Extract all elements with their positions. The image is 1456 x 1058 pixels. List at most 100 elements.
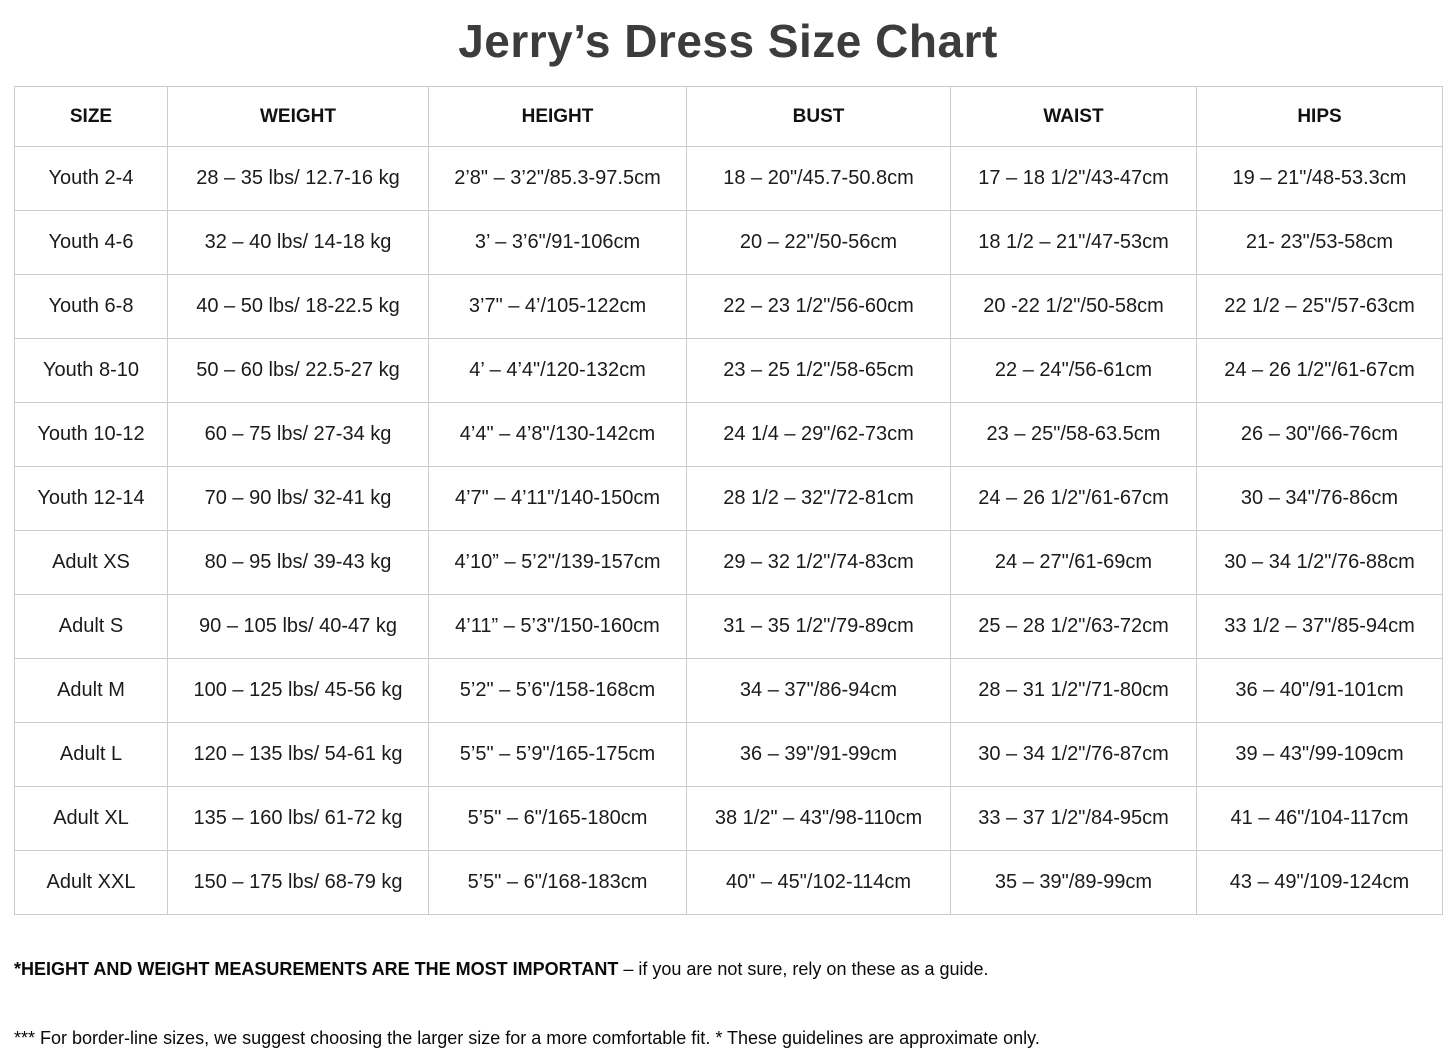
- cell-size: Youth 12-14: [14, 466, 168, 531]
- note-height-weight-rest: – if you are not sure, rely on these as …: [618, 959, 989, 979]
- cell-bust: 22 – 23 1/2"/56-60cm: [686, 274, 951, 339]
- cell-waist: 28 – 31 1/2"/71-80cm: [950, 658, 1197, 723]
- cell-size: Youth 4-6: [14, 210, 168, 275]
- cell-height: 3’7" – 4’/105-122cm: [428, 274, 687, 339]
- cell-bust: 38 1/2" – 43"/98-110cm: [686, 786, 951, 851]
- cell-weight: 70 – 90 lbs/ 32-41 kg: [167, 466, 429, 531]
- cell-weight: 120 – 135 lbs/ 54-61 kg: [167, 722, 429, 787]
- cell-hips: 30 – 34 1/2"/76-88cm: [1196, 530, 1443, 595]
- table-row: Adult M 100 – 125 lbs/ 45-56 kg 5’2" – 5’6…: [14, 658, 1443, 723]
- cell-hips: 19 – 21"/48-53.3cm: [1196, 146, 1443, 211]
- cell-hips: 26 – 30"/66-76cm: [1196, 402, 1443, 467]
- table-row: Adult S 90 – 105 lbs/ 40-47 kg 4’11” – 5’3…: [14, 594, 1443, 659]
- cell-size: Youth 2-4: [14, 146, 168, 211]
- cell-waist: 20 -22 1/2"/50-58cm: [950, 274, 1197, 339]
- cell-height: 5’2" – 5’6"/158-168cm: [428, 658, 687, 723]
- table-row: Youth 2-4 28 – 35 lbs/ 12.7-16 kg 2’8" – 3…: [14, 146, 1443, 211]
- cell-hips: 33 1/2 – 37"/85-94cm: [1196, 594, 1443, 659]
- cell-bust: 29 – 32 1/2"/74-83cm: [686, 530, 951, 595]
- cell-size: Youth 8-10: [14, 338, 168, 403]
- cell-hips: 39 – 43"/99-109cm: [1196, 722, 1443, 787]
- cell-bust: 34 – 37"/86-94cm: [686, 658, 951, 723]
- note-height-weight-bold: *HEIGHT AND WEIGHT MEASUREMENTS ARE THE …: [14, 959, 619, 979]
- cell-size: Adult XXL: [14, 850, 168, 915]
- cell-waist: 23 – 25"/58-63.5cm: [950, 402, 1197, 467]
- cell-height: 5’5" – 6"/168-183cm: [428, 850, 687, 915]
- cell-weight: 80 – 95 lbs/ 39-43 kg: [167, 530, 429, 595]
- cell-size: Adult S: [14, 594, 168, 659]
- cell-weight: 40 – 50 lbs/ 18-22.5 kg: [167, 274, 429, 339]
- cell-height: 2’8" – 3’2"/85.3-97.5cm: [428, 146, 687, 211]
- cell-height: 4’ – 4’4"/120-132cm: [428, 338, 687, 403]
- cell-size: Adult XS: [14, 530, 168, 595]
- cell-weight: 135 – 160 lbs/ 61-72 kg: [167, 786, 429, 851]
- cell-bust: 18 – 20"/45.7-50.8cm: [686, 146, 951, 211]
- column-header-bust: BUST: [686, 86, 951, 147]
- header-row: SIZE WEIGHT HEIGHT BUST WAIST HIPS: [14, 86, 1443, 147]
- cell-height: 4’7" – 4’11"/140-150cm: [428, 466, 687, 531]
- cell-weight: 100 – 125 lbs/ 45-56 kg: [167, 658, 429, 723]
- cell-waist: 33 – 37 1/2"/84-95cm: [950, 786, 1197, 851]
- note-height-weight: *HEIGHT AND WEIGHT MEASUREMENTS ARE THE …: [14, 959, 1442, 980]
- cell-weight: 32 – 40 lbs/ 14-18 kg: [167, 210, 429, 275]
- cell-bust: 36 – 39"/91-99cm: [686, 722, 951, 787]
- page-title: Jerry’s Dress Size Chart: [458, 15, 998, 67]
- cell-height: 4’10” – 5’2"/139-157cm: [428, 530, 687, 595]
- cell-waist: 30 – 34 1/2"/76-87cm: [950, 722, 1197, 787]
- table-row: Adult L 120 – 135 lbs/ 54-61 kg 5’5" – 5’9…: [14, 722, 1443, 787]
- cell-size: Adult M: [14, 658, 168, 723]
- cell-height: 5’5" – 5’9"/165-175cm: [428, 722, 687, 787]
- cell-waist: 18 1/2 – 21"/47-53cm: [950, 210, 1197, 275]
- table-body: Youth 2-4 28 – 35 lbs/ 12.7-16 kg 2’8" – 3…: [14, 146, 1443, 915]
- table-row: Adult XXL 150 – 175 lbs/ 68-79 kg 5’5" – 6…: [14, 850, 1443, 915]
- cell-bust: 40" – 45"/102-114cm: [686, 850, 951, 915]
- cell-waist: 35 – 39"/89-99cm: [950, 850, 1197, 915]
- cell-waist: 22 – 24"/56-61cm: [950, 338, 1197, 403]
- cell-waist: 25 – 28 1/2"/63-72cm: [950, 594, 1197, 659]
- column-header-hips: HIPS: [1196, 86, 1443, 147]
- cell-size: Youth 6-8: [14, 274, 168, 339]
- column-header-size: SIZE: [14, 86, 168, 147]
- cell-waist: 24 – 26 1/2"/61-67cm: [950, 466, 1197, 531]
- cell-height: 5’5" – 6"/165-180cm: [428, 786, 687, 851]
- cell-hips: 21- 23"/53-58cm: [1196, 210, 1443, 275]
- cell-weight: 150 – 175 lbs/ 68-79 kg: [167, 850, 429, 915]
- column-header-weight: WEIGHT: [167, 86, 429, 147]
- table-row: Adult XL 135 – 160 lbs/ 61-72 kg 5’5" – 6"…: [14, 786, 1443, 851]
- cell-hips: 41 – 46"/104-117cm: [1196, 786, 1443, 851]
- cell-waist: 17 – 18 1/2"/43-47cm: [950, 146, 1197, 211]
- cell-weight: 28 – 35 lbs/ 12.7-16 kg: [167, 146, 429, 211]
- cell-height: 3’ – 3’6"/91-106cm: [428, 210, 687, 275]
- cell-weight: 60 – 75 lbs/ 27-34 kg: [167, 402, 429, 467]
- cell-height: 4’4" – 4’8"/130-142cm: [428, 402, 687, 467]
- cell-bust: 23 – 25 1/2"/58-65cm: [686, 338, 951, 403]
- table-row: Youth 4-6 32 – 40 lbs/ 14-18 kg 3’ – 3’6"/…: [14, 210, 1443, 275]
- cell-bust: 24 1/4 – 29"/62-73cm: [686, 402, 951, 467]
- column-header-height: HEIGHT: [428, 86, 687, 147]
- cell-waist: 24 – 27"/61-69cm: [950, 530, 1197, 595]
- cell-size: Youth 10-12: [14, 402, 168, 467]
- cell-weight: 50 – 60 lbs/ 22.5-27 kg: [167, 338, 429, 403]
- table-header-row: SIZE WEIGHT HEIGHT BUST WAIST HIPS: [14, 86, 1443, 147]
- cell-height: 4’11” – 5’3"/150-160cm: [428, 594, 687, 659]
- cell-bust: 20 – 22"/50-56cm: [686, 210, 951, 275]
- cell-hips: 22 1/2 – 25"/57-63cm: [1196, 274, 1443, 339]
- cell-size: Adult XL: [14, 786, 168, 851]
- cell-size: Adult L: [14, 722, 168, 787]
- cell-hips: 24 – 26 1/2"/61-67cm: [1196, 338, 1443, 403]
- cell-weight: 90 – 105 lbs/ 40-47 kg: [167, 594, 429, 659]
- column-header-waist: WAIST: [950, 86, 1197, 147]
- cell-hips: 30 – 34"/76-86cm: [1196, 466, 1443, 531]
- note-borderline-sizes: *** For border-line sizes, we suggest ch…: [14, 1028, 1040, 1048]
- table-row: Youth 12-14 70 – 90 lbs/ 32-41 kg 4’7" – 4…: [14, 466, 1443, 531]
- table-row: Youth 8-10 50 – 60 lbs/ 22.5-27 kg 4’ – 4’…: [14, 338, 1443, 403]
- cell-hips: 43 – 49"/109-124cm: [1196, 850, 1443, 915]
- size-chart-table: SIZE WEIGHT HEIGHT BUST WAIST HIPS Youth 2-4 2…: [14, 86, 1443, 915]
- table-row: Youth 10-12 60 – 75 lbs/ 27-34 kg 4’4" – 4…: [14, 402, 1443, 467]
- cell-bust: 28 1/2 – 32"/72-81cm: [686, 466, 951, 531]
- cell-bust: 31 – 35 1/2"/79-89cm: [686, 594, 951, 659]
- table-row: Youth 6-8 40 – 50 lbs/ 18-22.5 kg 3’7" – 4…: [14, 274, 1443, 339]
- table-row: Adult XS 80 – 95 lbs/ 39-43 kg 4’10” – 5’2…: [14, 530, 1443, 595]
- cell-hips: 36 – 40"/91-101cm: [1196, 658, 1443, 723]
